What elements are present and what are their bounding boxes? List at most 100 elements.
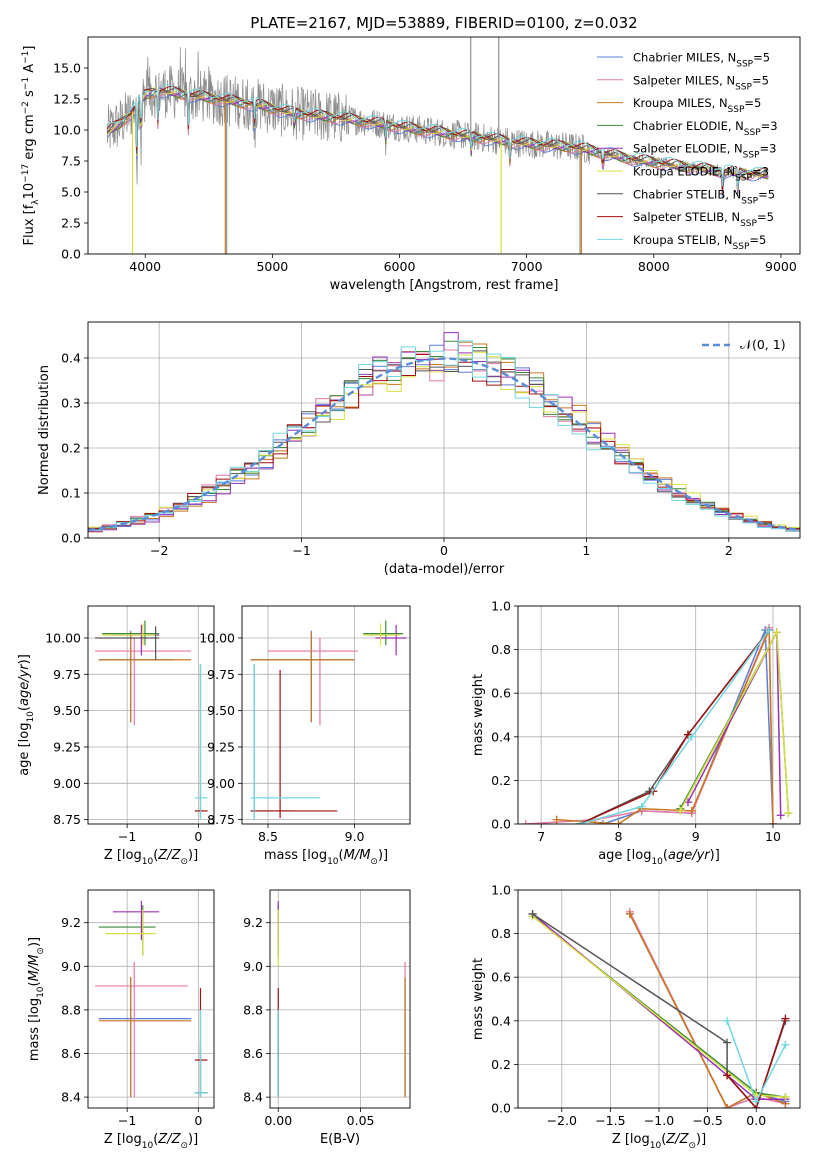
y-tick-label: 0.2 [61, 441, 81, 456]
weight-marker [784, 809, 793, 818]
y-tick-label: 0.0 [491, 817, 511, 832]
weight-marker [598, 820, 607, 824]
panel-6: −1 0 8.4 8.6 8.8 9.0 9.2 Z [log10(Z/Z⊙)] mass [l… [27, 889, 215, 1151]
y-tick-label: 9.2 [243, 915, 263, 930]
errorbar-point-kroupa-elodie [105, 909, 156, 956]
y-axis-label: mass weight [471, 958, 486, 1040]
x-tick-label: 10 [765, 829, 781, 844]
x-tick-label: −1 [118, 1113, 136, 1128]
y-tick-label: 12.5 [53, 92, 81, 107]
y-tick-label: 0.2 [491, 1057, 511, 1072]
axes-frame [269, 889, 411, 1109]
panel-5: 7 8 9 10 0.0 0.2 0.4 0.6 0.8 1.0 age [log10(age/yr… [471, 599, 801, 867]
weight-marker [781, 1093, 790, 1102]
errorbar-point-chabrier-stelib [95, 626, 160, 660]
errorbar-point-kroupa-miles [98, 632, 192, 723]
errorbar-point-kroupa-elodie [102, 623, 158, 646]
y-tick-label: 9.25 [53, 739, 81, 754]
legend-label: Kroupa STELIB, NSSP=5 [633, 233, 766, 252]
plot-area [95, 620, 208, 820]
y-tick-label: 9.00 [53, 776, 81, 791]
x-tick-label: 8.5 [258, 829, 278, 844]
legend-label: Kroupa MILES, NSSP=5 [633, 96, 761, 115]
model-spectrum-chabrier-elodie [107, 88, 769, 196]
errorbar-point-salpeter-miles [267, 637, 359, 726]
weight-marker [521, 820, 530, 824]
y-tick-label: 15.0 [53, 61, 81, 76]
weight-marker [676, 806, 685, 815]
y-tick-label: 8.8 [243, 1002, 263, 1017]
legend-label: 𝒩(0, 1) [740, 337, 786, 352]
y-tick-label: 10.00 [45, 630, 81, 645]
legend: 𝒩(0, 1) [702, 337, 786, 352]
y-tick-label: 1.0 [491, 883, 511, 898]
y-tick-label: 0.3 [61, 396, 81, 411]
weight-marker [614, 820, 623, 824]
x-tick-label: 5000 [256, 259, 288, 274]
weight-marker [723, 1038, 732, 1047]
y-tick-label: 0.6 [491, 686, 511, 701]
weight-marker [768, 820, 777, 824]
normal-curve [88, 357, 800, 532]
x-tick-label: −2 [150, 543, 168, 558]
x-tick-label: 7000 [511, 259, 543, 274]
x-tick-label: 6000 [384, 259, 416, 274]
y-tick-label: 9.75 [53, 667, 81, 682]
x-tick-label: 1 [582, 543, 590, 558]
errorbar-point-kroupa-elodie [363, 623, 400, 646]
y-tick-label: 0.8 [491, 642, 511, 657]
legend-label: Salpeter STELIB, NSSP=5 [633, 210, 774, 229]
panel-1: 4000 5000 6000 7000 8000 9000 0.0 2.5 5.0 7.5 10.0… [21, 14, 801, 293]
y-axis-label: Normed distribution [37, 365, 52, 495]
weight-marker [552, 815, 561, 824]
x-tick-label: 4000 [129, 259, 161, 274]
panel-8: −2.0 −1.5 −1.0 −0.5 0.0 0.0 0.2 0.4 0.6 0.8 1.0 Z [… [471, 883, 801, 1151]
y-tick-label: 9.0 [243, 959, 263, 974]
axes-frame [517, 605, 801, 825]
legend-label: Salpeter MILES, NSSP=5 [633, 73, 769, 92]
errorbar-point-kroupa-miles [98, 977, 192, 1098]
y-tick-label: 7.5 [61, 154, 81, 169]
y-axis-label: mass [log10(M/M⊙)] [27, 937, 46, 1061]
x-tick-label: −1 [118, 829, 136, 844]
weight-marker [776, 811, 785, 820]
x-tick-label: 0 [194, 1113, 202, 1128]
x-axis-label: Z [log10(Z/Z⊙)] [104, 1132, 198, 1151]
y-tick-label: 0.8 [491, 926, 511, 941]
plot-area [106, 37, 769, 254]
plot-area [521, 623, 793, 824]
x-tick-label: 9 [692, 829, 700, 844]
panel-7: 0.00 0.05 8.4 8.6 8.8 9.0 9.2 E(B-V) [243, 889, 411, 1147]
weight-line-salpeter-stelib [579, 629, 770, 824]
weight-marker [687, 806, 696, 815]
y-tick-label: 0.4 [491, 729, 511, 744]
errorbar-point-kroupa-miles [250, 632, 355, 723]
x-tick-label: −1 [292, 543, 310, 558]
y-tick-label: 9.50 [207, 703, 235, 718]
x-tick-label: 9.0 [345, 829, 365, 844]
x-tick-label: −0.5 [692, 1113, 722, 1128]
weight-marker [781, 1014, 790, 1023]
weight-marker [637, 802, 646, 811]
x-tick-label: 7 [537, 829, 545, 844]
y-tick-label: 0.2 [491, 773, 511, 788]
y-tick-label: 9.25 [207, 739, 235, 754]
y-tick-label: 8.4 [243, 1090, 263, 1105]
weight-line-salpeter-stelib [726, 1018, 787, 1108]
legend-label: Chabrier MILES, NSSP=5 [633, 51, 770, 70]
y-tick-label: 10.00 [199, 630, 235, 645]
y-tick-label: 0.4 [491, 1013, 511, 1028]
y-tick-label: 8.6 [61, 1046, 81, 1061]
errorbar-point-salpeter-miles [95, 637, 192, 726]
x-axis-label: mass [log10(M/M⊙)] [264, 848, 388, 867]
errorbar-point-kroupa-stelib [194, 1009, 208, 1098]
errorbar-point-salpeter-miles [95, 961, 188, 1098]
weight-marker [723, 1016, 732, 1025]
y-tick-label: 8.6 [243, 1046, 263, 1061]
y-tick-label: 5.0 [61, 185, 81, 200]
legend: Chabrier MILES, NSSP=5 Salpeter MILES, NS… [597, 51, 778, 252]
weight-marker [765, 625, 774, 634]
y-tick-label: 0.0 [61, 247, 81, 262]
x-tick-label: 0 [440, 543, 448, 558]
